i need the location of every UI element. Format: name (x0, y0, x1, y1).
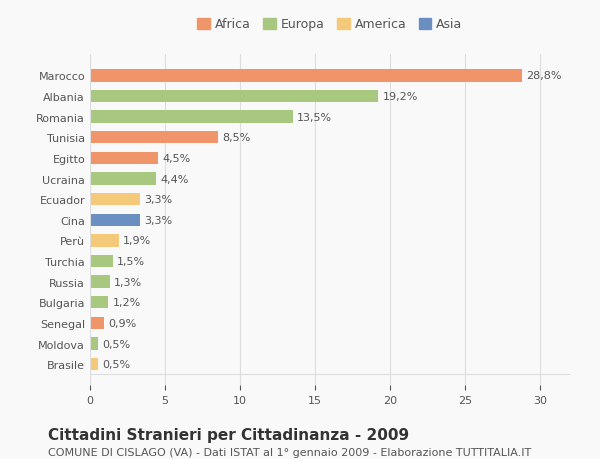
Text: 13,5%: 13,5% (297, 112, 332, 123)
Bar (90, 70, 522, 83)
Bar (90, 152, 157, 165)
Bar (90, 317, 104, 330)
Bar (90, 276, 110, 288)
Bar (90, 194, 139, 206)
Text: Cittadini Stranieri per Cittadinanza - 2009: Cittadini Stranieri per Cittadinanza - 2… (48, 427, 409, 442)
Bar (90, 173, 156, 185)
Bar (90, 91, 378, 103)
Text: 19,2%: 19,2% (383, 92, 418, 102)
Text: 1,5%: 1,5% (117, 257, 145, 267)
Text: COMUNE DI CISLAGO (VA) - Dati ISTAT al 1° gennaio 2009 - Elaborazione TUTTITALIA: COMUNE DI CISLAGO (VA) - Dati ISTAT al 1… (48, 448, 531, 458)
Bar (90, 235, 119, 247)
Text: 8,5%: 8,5% (222, 133, 250, 143)
Text: 28,8%: 28,8% (527, 71, 562, 81)
Text: 1,2%: 1,2% (113, 297, 141, 308)
Text: 0,9%: 0,9% (108, 318, 136, 328)
Bar (90, 214, 139, 226)
Text: 1,3%: 1,3% (114, 277, 142, 287)
Bar (90, 255, 113, 268)
Bar (90, 132, 218, 144)
Text: 4,5%: 4,5% (162, 154, 190, 163)
Bar (90, 358, 97, 370)
Text: 0,5%: 0,5% (102, 339, 130, 349)
Bar (90, 111, 293, 123)
Legend: Africa, Europa, America, Asia: Africa, Europa, America, Asia (197, 18, 463, 31)
Bar (90, 338, 97, 350)
Text: 0,5%: 0,5% (102, 359, 130, 369)
Text: 3,3%: 3,3% (144, 195, 172, 205)
Text: 3,3%: 3,3% (144, 215, 172, 225)
Bar (90, 297, 108, 309)
Text: 4,4%: 4,4% (161, 174, 189, 184)
Text: 1,9%: 1,9% (123, 236, 151, 246)
